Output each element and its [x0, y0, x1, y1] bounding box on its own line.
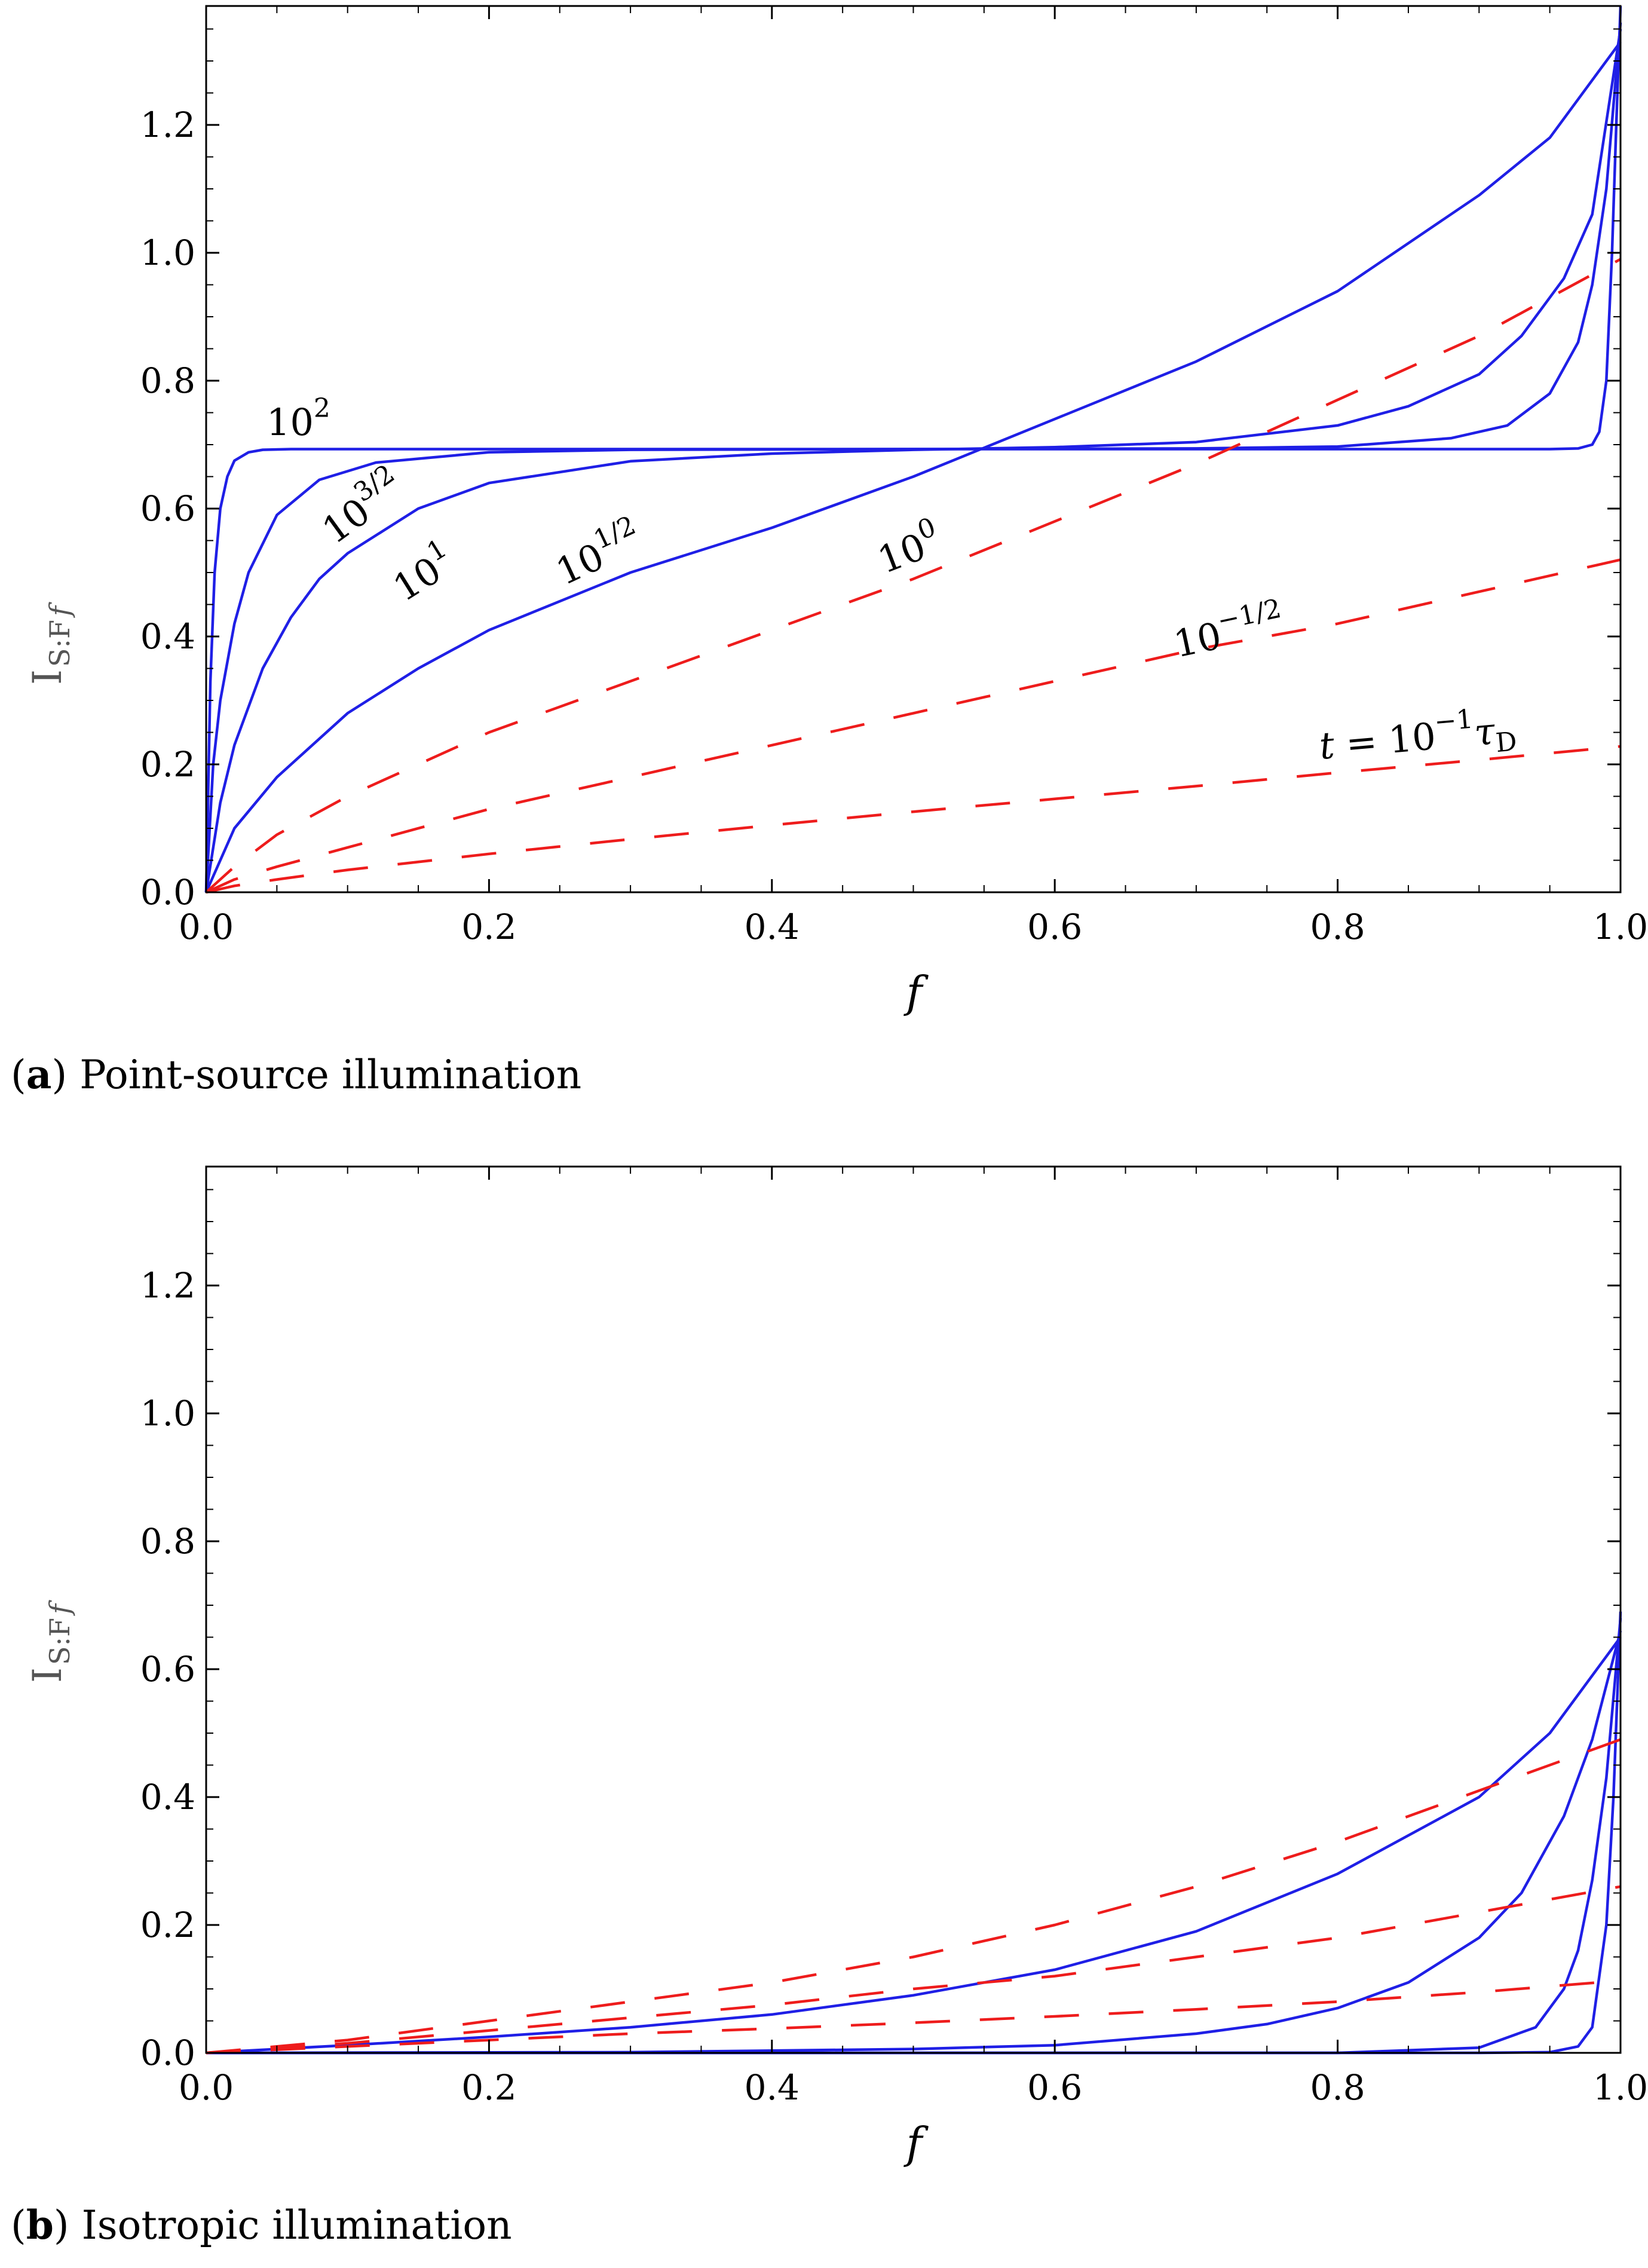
- caption-a: (a) Point-source illumination: [11, 1051, 581, 1098]
- x-tick-label: 0.6: [1027, 2067, 1082, 2108]
- x-tick-label: 0.0: [179, 907, 234, 947]
- caption-b: (b) Isotropic illumination: [11, 2202, 512, 2248]
- plot-b-ylabel-sub: S:F: [44, 1618, 76, 1665]
- y-tick-label: 0.8: [140, 360, 195, 401]
- series-line-dashed-6: [206, 745, 1621, 894]
- series-line-dashed-4: [206, 1738, 1621, 2055]
- plot-b-frame: [205, 1165, 1622, 2054]
- y-tick-label: 0.8: [140, 1521, 195, 1562]
- plot-a-ylabel-sub: S:F: [44, 620, 76, 667]
- annotation-t-10-minus-1-tau-d: t = 10−1τD: [1317, 700, 1518, 774]
- series-line-dashed-5: [206, 1885, 1621, 2055]
- plot-a-frame: [205, 5, 1622, 893]
- y-tick-label: 1.0: [140, 232, 195, 273]
- x-tick-label: 1.0: [1593, 2067, 1648, 2108]
- y-tick-label: 0.4: [140, 616, 195, 657]
- x-tick-label: 0.0: [179, 2067, 234, 2108]
- y-tick-label: 0.6: [140, 488, 195, 529]
- x-tick-label: 0.8: [1310, 907, 1365, 947]
- x-tick-label: 0.8: [1310, 2067, 1365, 2108]
- series-line-dashed-5: [206, 558, 1621, 894]
- y-tick-label: 0.4: [140, 1777, 195, 1817]
- series-line-solid-1: [206, 1618, 1622, 2055]
- series-line-dashed-6: [206, 1979, 1621, 2055]
- y-tick-label: 1.0: [140, 1393, 195, 1434]
- y-tick-label: 0.0: [140, 872, 195, 913]
- plot-b-ylabel: IS:Ff: [24, 1600, 76, 1683]
- series-line-solid-2: [204, 29, 1622, 893]
- y-tick-label: 1.2: [140, 1265, 195, 1306]
- x-tick-label: 0.6: [1027, 907, 1082, 947]
- y-tick-label: 0.0: [140, 2033, 195, 2073]
- plot-b-ylabel-main: I: [24, 1667, 71, 1683]
- plot-a-ticks: 0.0 0.2 0.4 0.6 0.8 1.0 0.0 0.2 0.4 0.6 0.8 1.0 1.2: [140, 6, 1648, 947]
- plot-a-series: [204, 5, 1622, 894]
- series-line-solid-1: [204, 22, 1622, 893]
- x-tick-label: 1.0: [1593, 907, 1648, 947]
- series-line-dashed-4: [205, 258, 1622, 893]
- y-tick-label: 0.2: [140, 1905, 195, 1945]
- y-tick-label: 0.6: [140, 1649, 195, 1689]
- y-tick-label: 0.2: [140, 744, 195, 785]
- plot-a-ylabel-main: I: [24, 669, 71, 685]
- annotation-10-2: 102: [267, 393, 330, 444]
- x-tick-label: 0.2: [461, 907, 516, 947]
- x-tick-label: 0.4: [745, 2067, 800, 2108]
- series-line-solid-3: [204, 41, 1622, 893]
- y-tick-label: 1.2: [140, 105, 195, 145]
- x-tick-label: 0.4: [745, 907, 800, 947]
- x-tick-label: 0.2: [461, 2067, 516, 2108]
